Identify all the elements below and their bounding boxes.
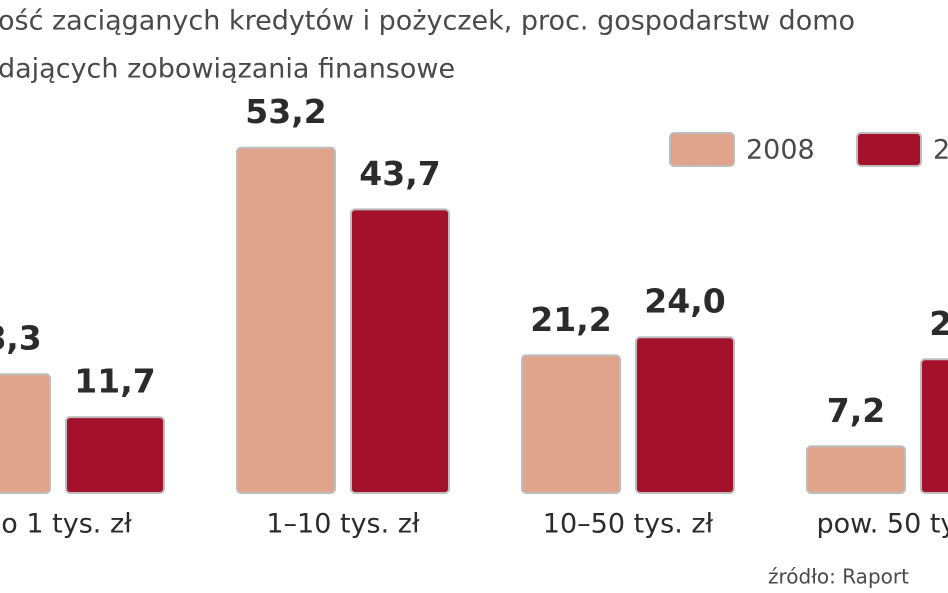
value-label: 43,7 [359, 154, 440, 193]
x-tick-label: do 1 tys. zł [0, 509, 132, 540]
bar [920, 358, 948, 494]
value-label: 53,2 [245, 92, 326, 131]
bar [65, 416, 165, 494]
bar [635, 336, 735, 494]
x-tick-label: pow. 50 tys. zł [816, 509, 948, 540]
x-tick-label: 10–50 tys. zł [543, 509, 714, 540]
x-tick-label: 1–10 tys. zł [266, 509, 420, 540]
bar [236, 146, 336, 494]
chart-subtitle: dających zobowiązania finansowe [0, 54, 455, 85]
bar [0, 373, 51, 494]
value-label: 7,2 [827, 391, 885, 430]
value-label: 24,0 [644, 282, 725, 321]
legend-swatch [669, 132, 735, 167]
legend-label: 2010 [933, 135, 948, 166]
bar [350, 208, 450, 494]
value-label: 18,3 [0, 319, 42, 358]
value-label: 20,6 [929, 304, 948, 343]
value-label: 21,2 [530, 300, 611, 339]
bar [521, 354, 621, 494]
source: źródło: Raport [768, 565, 909, 589]
chart-title: ość zaciąganych kredytów i pożyczek, pro… [0, 6, 855, 37]
bar [806, 445, 906, 495]
legend-label: 2008 [746, 135, 815, 166]
value-label: 11,7 [74, 362, 155, 401]
legend-swatch [856, 132, 922, 167]
